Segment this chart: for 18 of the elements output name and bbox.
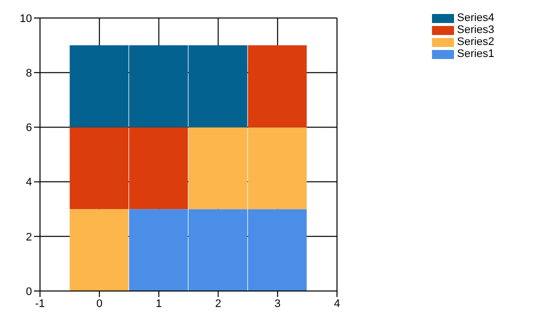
y-tick-label: 8 [26,68,32,80]
x-tick-label: 4 [334,298,340,310]
legend-label: Series2 [457,36,494,48]
legend-label: Series4 [457,12,494,24]
x-tick-label: 3 [274,298,281,310]
x-tick-label: 0 [96,298,102,310]
bar [248,45,307,128]
x-tick-label: 2 [215,298,222,310]
x-tick-label: -1 [35,298,45,310]
legend-label: Series3 [457,24,494,36]
legend-label: Series1 [457,48,494,60]
y-tick-label: 0 [26,286,32,298]
y-tick-label: 10 [20,12,32,25]
y-tick-label: 2 [26,231,32,244]
y-tick-label: 4 [26,176,32,189]
x-tick-label: 1 [156,298,162,310]
y-tick-label: 6 [26,122,32,134]
bar [70,209,129,291]
